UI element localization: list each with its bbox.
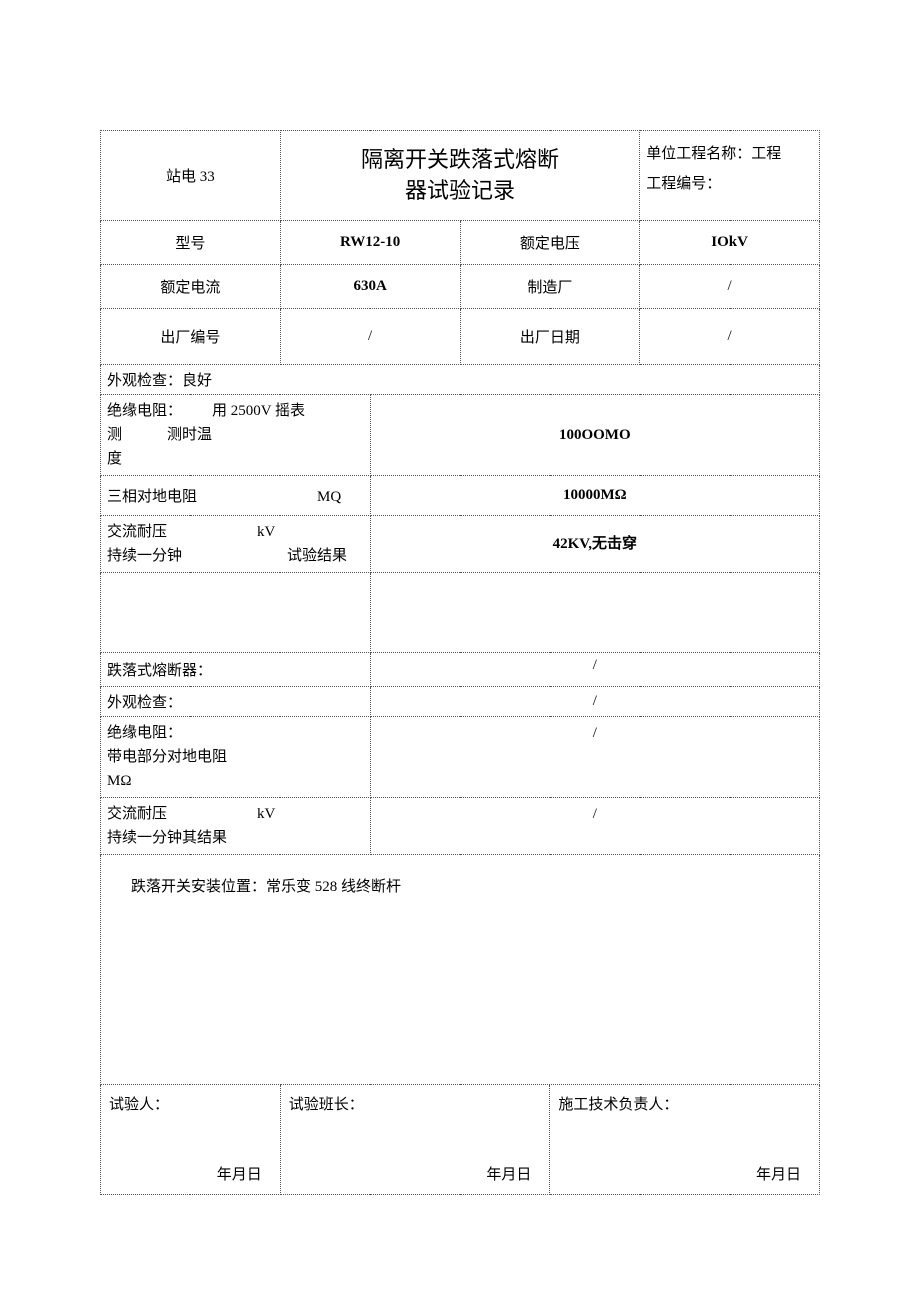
foreman-date: 年月日: [486, 1163, 531, 1184]
voltage-label: 额定电压: [460, 221, 640, 265]
model-value: RW12-10: [280, 221, 460, 265]
fuse-appearance-label: 外观检查：: [101, 687, 371, 717]
current-label: 额定电流: [101, 265, 281, 309]
tester-date: 年月日: [217, 1163, 262, 1184]
fuse-appearance-value: /: [370, 687, 819, 717]
signature-tester: 试验人： 年月日: [101, 1085, 281, 1195]
three-phase-label: 三相对地电阻 MQ: [101, 476, 371, 516]
manufacturer-label: 制造厂: [460, 265, 640, 309]
ac-line2: 持续一分钟 试验结果: [107, 548, 347, 564]
header-title: 隔离开关跌落式熔断 器试验记录: [280, 131, 640, 221]
fuse-ac-left: 交流耐压 kV 持续一分钟其结果: [101, 798, 371, 855]
fuse-insulation-value: /: [370, 717, 819, 798]
ac-withstand-value: 42KV,无击穿: [370, 516, 819, 573]
fuse-label: 跌落式熔断器：: [101, 653, 371, 687]
tech-date: 年月日: [756, 1163, 801, 1184]
tester-label: 试验人：: [109, 1097, 169, 1113]
fuse-insulation-left: 绝缘电阻： 带电部分对地电阻 MΩ: [101, 717, 371, 798]
serial-label: 出厂编号: [101, 309, 281, 365]
tech-label: 施工技术负责人：: [558, 1097, 678, 1113]
serial-value: /: [280, 309, 460, 365]
current-value: 630A: [280, 265, 460, 309]
header-right: 单位工程名称：工程 工程编号：: [640, 131, 820, 221]
voltage-value: IOkV: [640, 221, 820, 265]
header-left: 站电 33: [101, 131, 281, 221]
three-phase-value: 10000MΩ: [370, 476, 819, 516]
fuse-value: /: [370, 653, 819, 687]
ac-withstand-left: 交流耐压 kV 持续一分钟 试验结果: [101, 516, 371, 573]
title-line1: 隔离开关跌落式熔断: [361, 147, 559, 172]
factory-date-label: 出厂日期: [460, 309, 640, 365]
factory-date-value: /: [640, 309, 820, 365]
model-label: 型号: [101, 221, 281, 265]
fuse-ac-line2: 持续一分钟其结果: [107, 830, 227, 846]
empty-right: [370, 573, 819, 653]
fuse-ac-value: /: [370, 798, 819, 855]
insulation-line2: 度: [107, 451, 122, 467]
project-number-line: 工程编号：: [646, 176, 721, 192]
signature-foreman: 试验班长： 年月日: [280, 1085, 550, 1195]
install-text: 跌落开关安装位置：常乐变 528 线终断杆: [131, 879, 401, 895]
foreman-label: 试验班长：: [289, 1097, 364, 1113]
insulation-line1: 绝缘电阻： 用 2500V 摇表测 测时温: [107, 403, 305, 443]
fuse-ac-line1: 交流耐压 kV: [107, 806, 275, 822]
fuse-ins-line1: 绝缘电阻：: [107, 725, 182, 741]
project-name-line: 单位工程名称：工程: [646, 146, 781, 162]
insulation-left: 绝缘电阻： 用 2500V 摇表测 测时温 度: [101, 395, 371, 476]
ac-line1: 交流耐压 kV: [107, 524, 275, 540]
appearance-check: 外观检查：良好: [101, 365, 820, 395]
install-location: 跌落开关安装位置：常乐变 528 线终断杆: [101, 855, 820, 1085]
insulation-value: 100OOMO: [370, 395, 819, 476]
fuse-ins-line2: 带电部分对地电阻 MΩ: [107, 749, 347, 789]
manufacturer-value: /: [640, 265, 820, 309]
record-table: 站电 33 隔离开关跌落式熔断 器试验记录 单位工程名称：工程 工程编号： 型号…: [100, 130, 820, 1195]
station-id: 站电 33: [166, 169, 215, 185]
signature-tech: 施工技术负责人： 年月日: [550, 1085, 820, 1195]
title-line2: 器试验记录: [405, 178, 515, 203]
empty-left: [101, 573, 371, 653]
